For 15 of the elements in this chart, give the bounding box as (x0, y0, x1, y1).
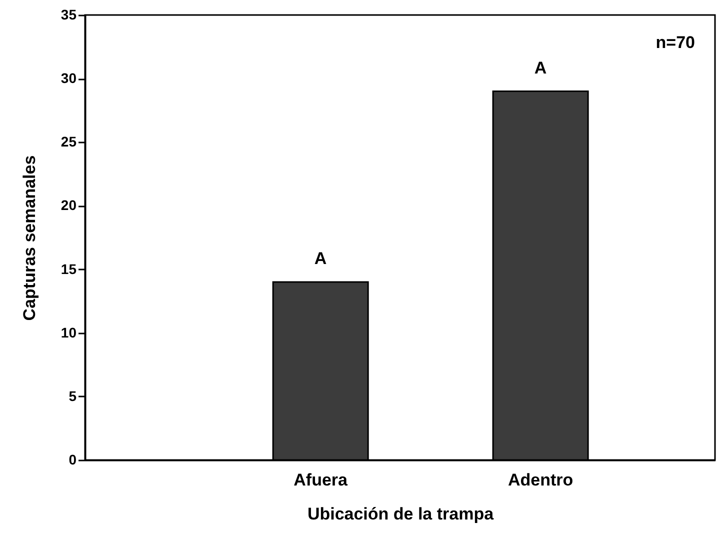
y-tick-label: 20 (60, 197, 77, 214)
y-tick-label: 5 (68, 388, 77, 404)
annotation: A (534, 58, 547, 78)
y-tick-label: 15 (60, 260, 77, 277)
y-tick-label: 25 (60, 134, 77, 150)
annotation: A (314, 249, 327, 268)
y-tick-label: 30 (60, 70, 77, 86)
y-tick-label: 0 (68, 452, 77, 468)
y-axis-title: Capturas semanales (20, 155, 39, 321)
y-tick-label: 10 (60, 324, 77, 340)
y-tick-label: 35 (60, 6, 77, 22)
x-axis-title: Ubicación de la trampa (307, 504, 494, 524)
annotation: n=70 (656, 33, 695, 52)
x-tick-label: Afuera (294, 470, 348, 490)
x-tick-label: Adentro (508, 470, 574, 490)
